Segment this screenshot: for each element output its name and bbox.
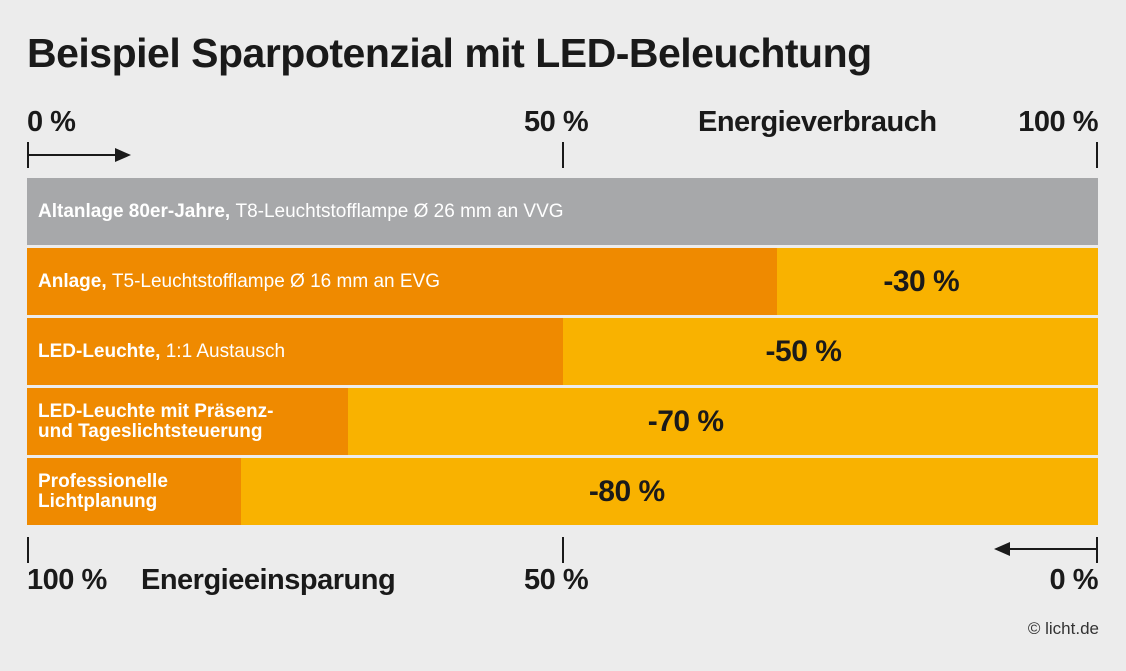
category-label: LED-Leuchte mit Präsenz-und Tageslichtst…	[38, 400, 274, 442]
bar-row: Altanlage 80er-Jahre, T8-Leuchtstofflamp…	[27, 178, 1098, 245]
bottom-axis-tick-50	[562, 537, 564, 563]
top-axis-tick-100	[1096, 142, 1098, 168]
copyright-notice: © licht.de	[1027, 619, 1099, 638]
bar-row: -50 % LED-Leuchte, 1:1 Austausch	[27, 318, 1098, 385]
category-label: Altanlage 80er-Jahre, T8-Leuchtstofflamp…	[38, 200, 564, 222]
category-label: Professionelle Lichtplanung	[38, 470, 168, 512]
bar-row: -80 % Professionelle Lichtplanung	[27, 458, 1098, 525]
savings-data-label: -70 %	[647, 404, 724, 438]
bar-savings	[562, 318, 1098, 385]
bar-savings	[241, 458, 1098, 525]
savings-data-label: -50 %	[765, 334, 842, 368]
savings-data-label: -30 %	[883, 264, 960, 298]
bar-consumption	[27, 458, 242, 525]
bar-row: -70 % LED-Leuchte mit Präsenz-und Tagesli…	[27, 388, 1098, 455]
arrow-right-icon	[115, 148, 131, 162]
bottom-axis-title: Energieeinsparung	[141, 564, 396, 596]
bar-consumption	[27, 248, 777, 315]
arrow-left-icon	[994, 542, 1010, 556]
bottom-axis-tick-label-50: 50 %	[524, 564, 589, 596]
top-axis-tick-label-100: 100 %	[1018, 106, 1098, 138]
bar-consumption	[27, 318, 563, 385]
top-axis-tick-50	[562, 142, 564, 168]
category-label: LED-Leuchte, 1:1 Austausch	[38, 340, 286, 362]
stacked-bar-chart: Altanlage 80er-Jahre, T8-Leuchtstofflamp…	[27, 178, 1098, 525]
savings-data-label: -80 %	[588, 474, 665, 508]
bottom-axis-tick-label-100: 100 %	[27, 564, 107, 596]
bottom-axis-tick-label-0: 0 %	[1049, 564, 1099, 596]
top-axis-tick-label-50: 50 %	[524, 106, 589, 138]
bar-savings	[776, 248, 1098, 315]
bar-savings	[348, 388, 1098, 455]
bottom-axis-arrow-shaft	[1008, 548, 1098, 550]
top-axis-tick-label-0: 0 %	[27, 106, 76, 138]
top-axis-title: Energieverbrauch	[698, 106, 937, 138]
bar-baseline-consumption	[27, 178, 1098, 245]
chart-title: Beispiel Sparpotenzial mit LED-Beleuchtu…	[27, 30, 872, 76]
bottom-axis-tick-100	[27, 537, 29, 563]
category-label: Anlage, T5-Leuchtstofflampe Ø 16 mm an E…	[38, 270, 440, 292]
bar-consumption	[27, 388, 349, 455]
top-axis-arrow-shaft	[27, 154, 119, 156]
bar-row: -30 % Anlage, T5-Leuchtstofflampe Ø 16 mm…	[27, 248, 1098, 315]
bottom-axis-tick-0	[1096, 537, 1098, 563]
